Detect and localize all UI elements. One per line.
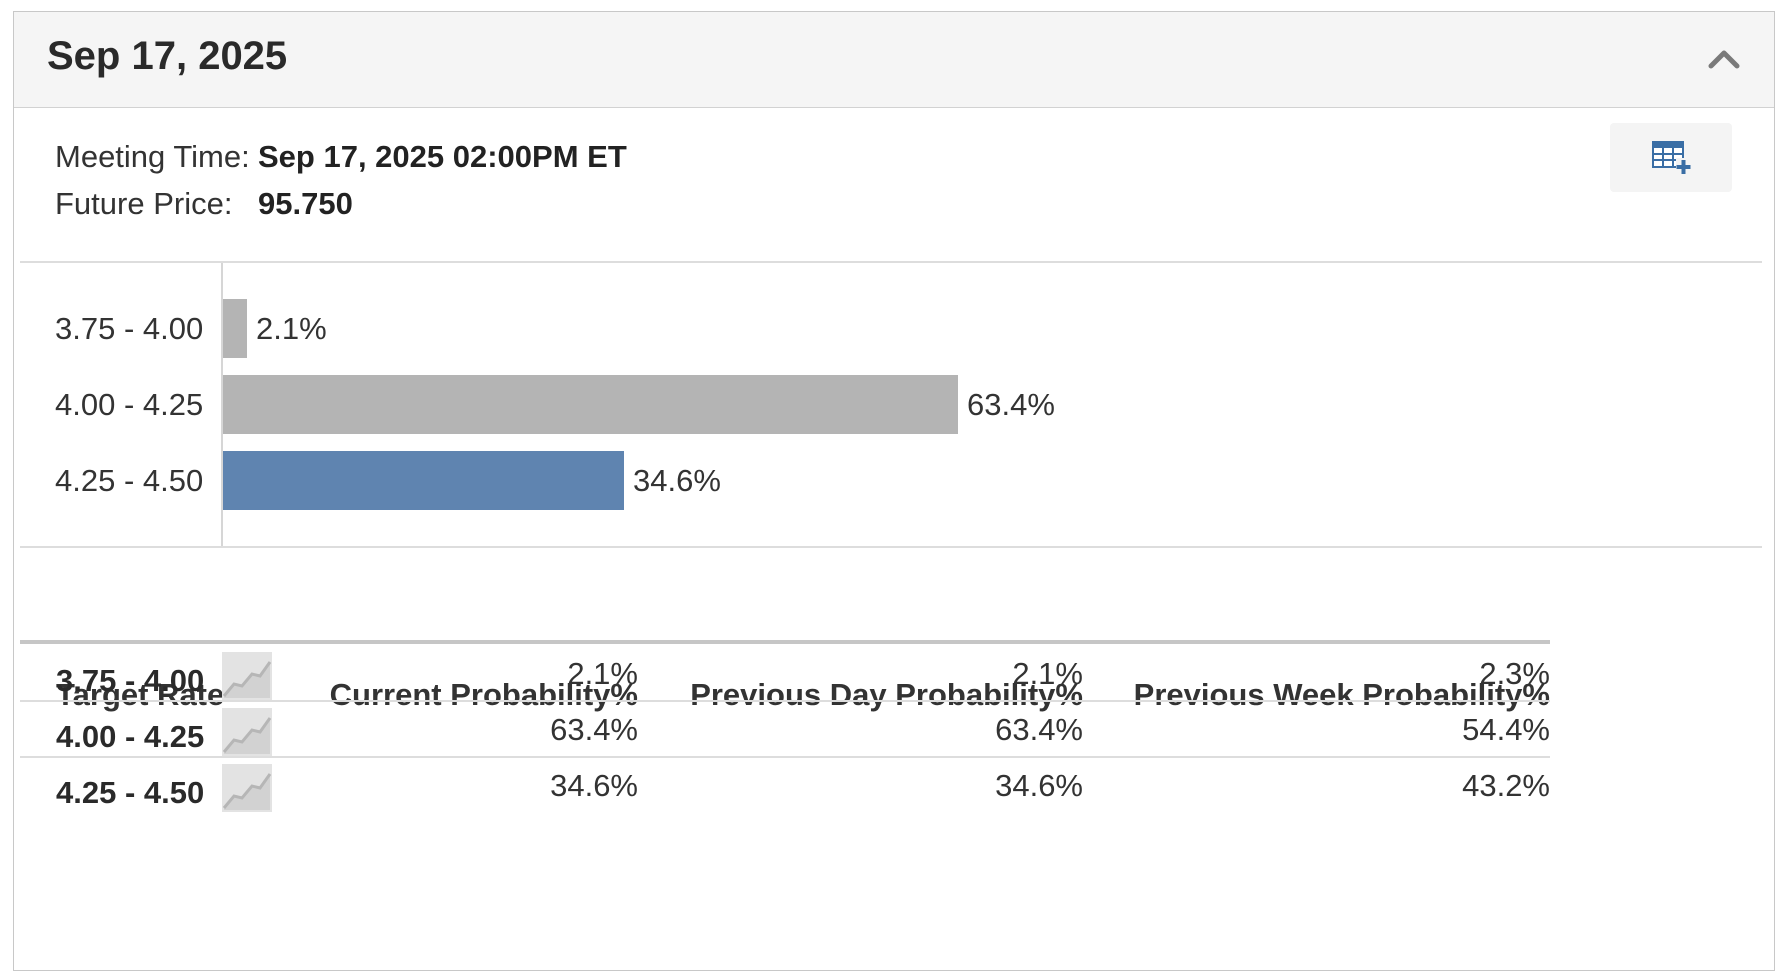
chevron-up-icon [1708,50,1740,69]
cell-previous-day-probability: 63.4% [995,712,1083,747]
row-divider [20,756,1550,758]
chart-bar[interactable] [223,375,958,434]
row-divider [20,700,1550,702]
chart-bar[interactable] [223,451,624,510]
table-header-underline [20,640,1550,644]
future-price-row: Future Price: [55,188,232,219]
row-target-rate: 4.00 - 4.25 [56,719,205,754]
column-header-previous-week-probability[interactable]: Previous Week Probability% [1133,677,1550,712]
meeting-time-row: Meeting Time: [55,141,250,172]
cell-current-probability: 34.6% [550,768,638,803]
row-target-rate: 4.25 - 4.50 [56,775,205,810]
divider-bottom [20,546,1762,548]
meeting-time-value: Sep 17, 2025 02:00PM ET [258,139,627,174]
panel-header[interactable]: Sep 17, 2025 [14,12,1774,108]
divider-top [20,261,1762,263]
sparkline-button[interactable] [222,652,272,700]
collapse-button[interactable] [1702,38,1746,82]
sparkline-button[interactable] [222,764,272,812]
cell-previous-day-probability: 2.1% [1012,656,1083,691]
column-header-previous-day-probability[interactable]: Previous Day Probability% [690,677,1083,712]
column-header-target-rate[interactable]: Target Rate [56,677,225,712]
future-price-label: Future Price: [55,186,233,221]
line-chart-icon [222,717,272,754]
future-price-value: 95.750 [258,186,353,221]
meeting-time-value-row: Sep 17, 2025 02:00PM ET [258,141,627,172]
cell-previous-week-probability: 54.4% [1462,712,1550,747]
cell-current-probability: 63.4% [550,712,638,747]
chart-bar[interactable] [223,299,247,358]
meeting-date-title: Sep 17, 2025 [47,34,288,78]
line-chart-icon [222,773,272,810]
line-chart-icon [222,661,272,698]
table-add-icon [1652,141,1691,174]
cell-previous-day-probability: 34.6% [995,768,1083,803]
column-header-current-probability[interactable]: Current Probability% [329,677,638,712]
meeting-time-label: Meeting Time: [55,139,250,174]
table-view-button[interactable] [1610,123,1732,192]
future-price-value-row: 95.750 [258,188,353,219]
row-target-rate: 3.75 - 4.00 [56,663,205,698]
sparkline-button[interactable] [222,708,272,756]
cell-current-probability: 2.1% [567,656,638,691]
cell-previous-week-probability: 43.2% [1462,768,1550,803]
cell-previous-week-probability: 2.3% [1479,656,1550,691]
